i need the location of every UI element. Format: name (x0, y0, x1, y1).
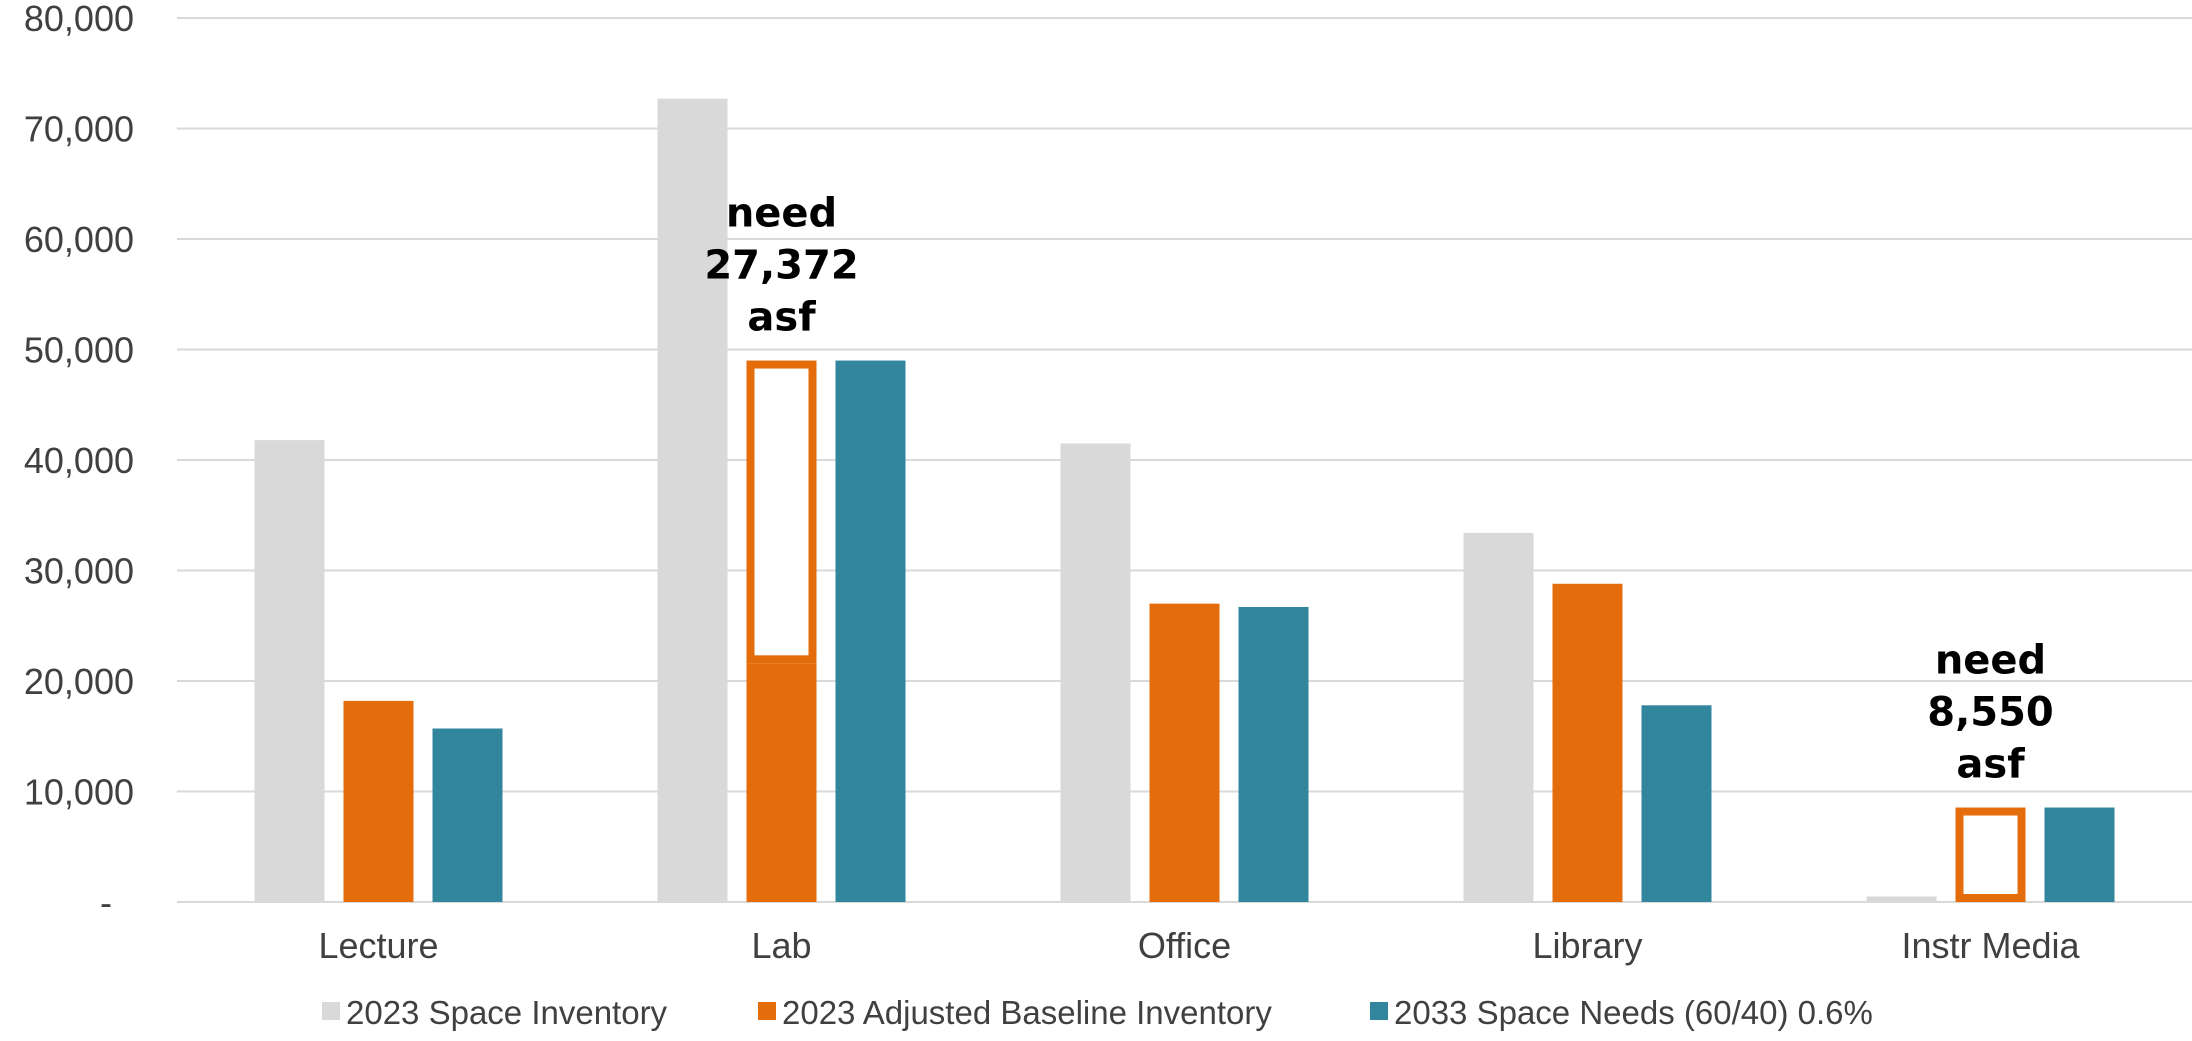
bar (254, 440, 325, 902)
x-tick-label: Instr Media (1901, 925, 2080, 966)
need-outline (1955, 807, 2026, 903)
bar (1060, 443, 1131, 902)
legend-swatch (758, 1002, 776, 1020)
bar (835, 360, 906, 902)
bar (343, 700, 414, 902)
x-tick-label: Library (1532, 925, 1642, 966)
y-tick-label: 80,000 (24, 0, 134, 39)
legend: 2023 Space Inventory 2023 Adjusted Baseli… (322, 994, 1873, 1031)
annotation-text: need (726, 191, 837, 237)
bar (432, 728, 503, 902)
x-tick-label: Lecture (318, 925, 438, 966)
bar (657, 98, 728, 903)
bar (2044, 807, 2115, 902)
legend-label: 2033 Space Needs (60/40) 0.6% (1394, 994, 1873, 1031)
need-outlines (746, 360, 2026, 903)
annotation-text: 27,372 (704, 243, 858, 289)
y-tick-label: - (100, 882, 112, 923)
y-axis-ticks: - 10,000 20,000 30,000 40,000 50,000 60,000 70,… (24, 0, 134, 923)
bars (254, 98, 2115, 903)
need-outline (746, 360, 817, 664)
y-tick-label: 70,000 (24, 109, 134, 150)
x-tick-label: Office (1138, 925, 1231, 966)
annotations: need 27,372 asf need 8,550 asf (704, 191, 2053, 788)
y-tick-label: 10,000 (24, 772, 134, 813)
x-tick-label: Lab (751, 925, 811, 966)
legend-label: 2023 Space Inventory (346, 994, 668, 1031)
legend-label: 2023 Adjusted Baseline Inventory (782, 994, 1272, 1031)
legend-swatch (1370, 1002, 1388, 1020)
bar (1238, 606, 1309, 902)
legend-swatch (322, 1002, 340, 1020)
y-tick-label: 60,000 (24, 219, 134, 260)
y-tick-label: 40,000 (24, 440, 134, 481)
bar (1149, 603, 1220, 902)
annotation-text: asf (1956, 742, 2025, 788)
annotation-text: need (1935, 638, 2046, 684)
bar (1552, 583, 1623, 902)
x-axis-categories: Lecture Lab Office Library Instr Media (318, 925, 2080, 966)
bar (746, 663, 817, 902)
annotation-text: asf (747, 295, 816, 341)
annotation-text: 8,550 (1927, 690, 2054, 736)
bar (1641, 705, 1712, 902)
y-tick-label: 20,000 (24, 661, 134, 702)
bar (1463, 532, 1534, 902)
gridlines (177, 17, 2192, 903)
y-tick-label: 50,000 (24, 330, 134, 371)
bar (1866, 896, 1937, 902)
y-tick-label: 30,000 (24, 551, 134, 592)
